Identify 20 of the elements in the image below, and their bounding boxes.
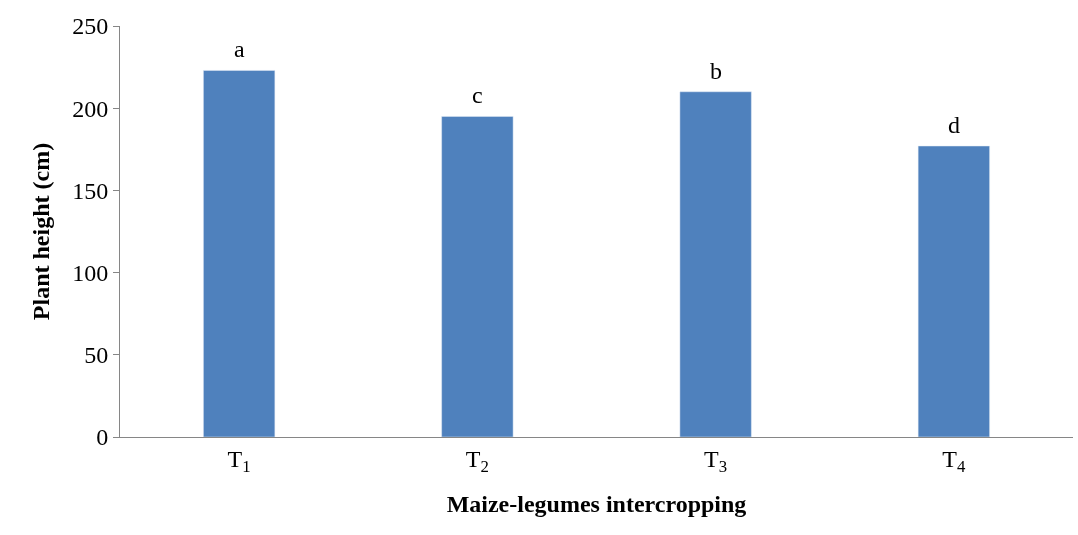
bar bbox=[679, 91, 752, 437]
bar bbox=[917, 145, 990, 437]
x-tick-label: T$_{2}$ bbox=[465, 445, 489, 476]
annotation: a bbox=[234, 36, 245, 62]
x-tick-label: T$_{3}$ bbox=[704, 445, 728, 476]
annotation: b bbox=[710, 58, 722, 84]
bar bbox=[441, 116, 514, 437]
y-tick-label: 0 bbox=[96, 424, 109, 451]
x-tick-label: T$_{4}$ bbox=[942, 445, 967, 476]
y-axis-title: Plant height (cm) bbox=[28, 142, 55, 321]
y-tick-label: 250 bbox=[72, 13, 109, 40]
y-tick-label: 200 bbox=[72, 95, 109, 122]
x-axis-title: Maize-legumes intercropping bbox=[446, 491, 747, 518]
y-tick-label: 50 bbox=[84, 342, 109, 369]
y-tick-label: 100 bbox=[72, 260, 109, 286]
y-tick-label: 150 bbox=[72, 177, 109, 204]
annotation: d bbox=[948, 112, 960, 138]
bar bbox=[203, 70, 276, 437]
annotation: c bbox=[472, 82, 483, 108]
x-tick-label: T$_{1}$ bbox=[227, 445, 251, 476]
